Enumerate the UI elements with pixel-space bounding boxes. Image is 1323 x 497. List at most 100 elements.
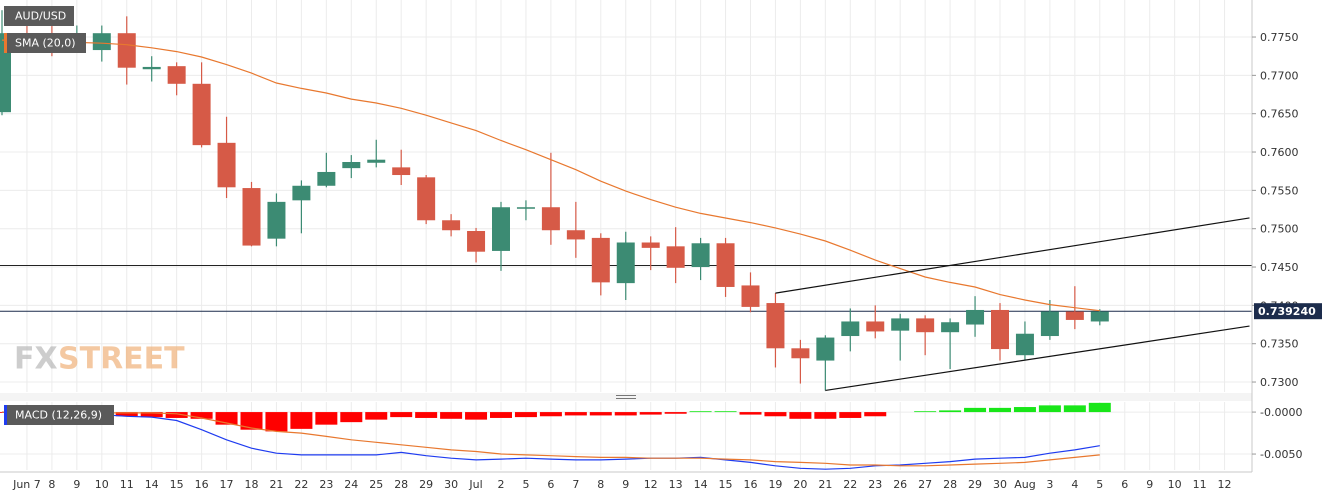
trend-line [775,217,1250,294]
panel-separator[interactable] [0,393,1252,401]
candle-body [0,33,11,113]
x-tick-label: 16 [195,478,209,491]
sma-line [1,39,1100,312]
x-tick-label: 30 [993,478,1007,491]
candle-body [192,83,211,146]
x-tick-label: 29 [968,478,982,491]
macd-line [1,411,1100,467]
histogram-bar [789,412,812,419]
x-tick-label: 18 [245,478,259,491]
histogram-bar [564,412,587,416]
histogram-bar [614,412,637,416]
legend-label: AUD/USD [15,10,66,23]
histogram-bar [914,411,937,413]
candle-body [292,185,311,201]
x-tick-label: 5 [522,478,529,491]
x-tick-label: 10 [1168,478,1182,491]
histogram-bar [415,412,438,418]
x-tick-label: 15 [170,478,184,491]
candle-body [916,318,935,333]
last-price-box [1254,303,1322,320]
histogram-bar [1038,405,1061,413]
candle-body [142,66,161,70]
x-tick-label: 13 [669,478,683,491]
candle-body [791,348,810,359]
x-tick-label: 26 [893,478,907,491]
x-tick-label: 27 [918,478,932,491]
x-tick-label: 23 [319,478,333,491]
candle-body [716,243,735,287]
histogram-bar [440,412,463,419]
legend-box [4,405,114,425]
x-tick-label: 28 [394,478,408,491]
last-price-label: 0.739240 [1258,305,1316,318]
y-tick-label: 0.7750 [1260,31,1299,44]
x-tick-label: 7 [572,478,579,491]
histogram-bar [390,412,413,418]
x-tick-label: 20 [793,478,807,491]
x-tick-label: 14 [694,478,708,491]
candle-body [941,322,960,333]
histogram-bar [964,407,987,413]
histogram-bar [589,412,612,416]
x-tick-label: 15 [719,478,733,491]
histogram-bar [689,411,712,413]
histogram-bar [165,412,188,418]
candle-body [367,159,386,163]
x-tick-label: 11 [1193,478,1207,491]
candle-body [741,285,760,307]
x-tick-label: 25 [369,478,383,491]
candle-body [891,318,910,331]
histogram-bar [939,410,962,413]
histogram-bar [140,412,163,418]
y-tick-label: -0.0050 [1260,448,1302,461]
x-tick-label: 3 [1046,478,1053,491]
candle-body [442,220,461,231]
x-tick-label: 6 [547,478,554,491]
y-tick-label: 0.7700 [1260,69,1299,82]
x-tick-label: 23 [868,478,882,491]
y-tick-label: 0.7500 [1260,223,1299,236]
x-tick-label: 9 [1146,478,1153,491]
x-tick-label: 22 [843,478,857,491]
candle-body [516,207,535,209]
candle-body [467,230,486,252]
candle-body [1090,311,1109,322]
legend-label: SMA (20,0) [15,37,76,50]
legend-label: MACD (12,26,9) [15,409,102,422]
histogram-bar [739,412,762,415]
candle-body [591,237,610,283]
x-tick-label: 19 [768,478,782,491]
trend-line [825,325,1250,392]
candle-body [841,321,860,337]
candle-body [417,177,436,221]
watermark: STREET [58,342,185,377]
y-tick-label: 0.7450 [1260,261,1299,274]
candle-body [691,243,710,268]
histogram-bar [1063,405,1086,413]
x-tick-label: 8 [48,478,55,491]
histogram-bar [764,412,787,417]
candle-body [1015,333,1034,356]
candle-body [167,66,186,84]
histogram-bar [265,412,288,432]
histogram-bar [514,412,537,418]
candle-body [492,207,510,251]
candle-body [616,242,635,284]
x-tick-label: 11 [120,478,134,491]
x-tick-label: 24 [344,478,358,491]
histogram-bar [864,412,887,417]
y-tick-label: 0.7600 [1260,146,1299,159]
x-tick-label: 4 [1071,478,1078,491]
y-tick-label: 0.7550 [1260,184,1299,197]
x-tick-label: 2 [498,478,505,491]
candle-body [966,309,985,325]
histogram-bar [115,412,138,417]
x-tick-label: 28 [943,478,957,491]
x-tick-label: Jul [468,478,482,491]
candle-body [991,309,1009,350]
candle-body [566,230,585,240]
x-tick-label: 17 [220,478,234,491]
x-tick-label: 29 [419,478,433,491]
